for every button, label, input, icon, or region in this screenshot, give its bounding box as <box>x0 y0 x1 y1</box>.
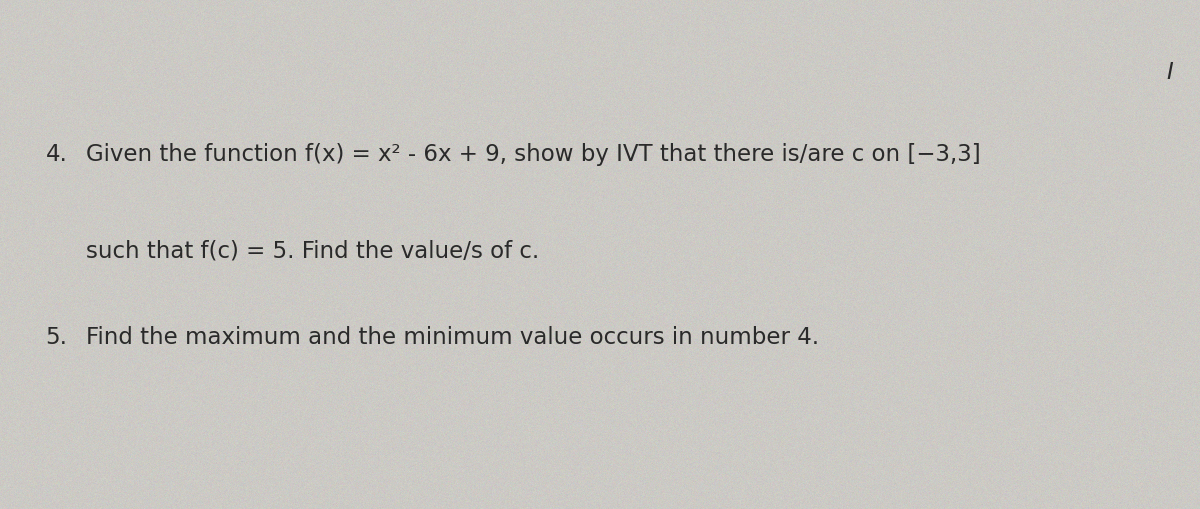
Text: I: I <box>1166 61 1174 84</box>
Text: such that f(c) = 5. Find the value/s of c.: such that f(c) = 5. Find the value/s of … <box>86 239 540 262</box>
Text: Given the function f(x) = x² - 6x + 9, show by IVT that there is/are c on [−3,3]: Given the function f(x) = x² - 6x + 9, s… <box>86 143 982 165</box>
Text: 4.: 4. <box>46 143 67 165</box>
Text: Find the maximum and the minimum value occurs in number 4.: Find the maximum and the minimum value o… <box>86 326 820 349</box>
Text: 5.: 5. <box>46 326 67 349</box>
